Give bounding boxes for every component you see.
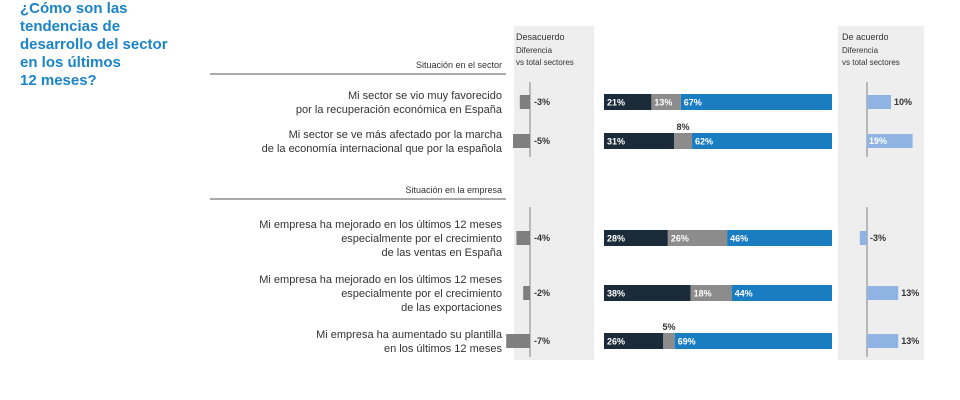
desacuerdo-segment [604, 230, 668, 246]
question-text-line: especialmente por el crecimiento [341, 233, 502, 245]
desacuerdo-diff-label: -4% [534, 233, 550, 243]
acuerdo-segment [674, 333, 832, 349]
question-text-line: de la economía internacional que por la … [262, 143, 503, 155]
question-text-line: Mi sector se ve más afectado por la marc… [289, 129, 503, 141]
acuerdo-diff-bar [867, 334, 899, 348]
acuerdo-segment-label: 67% [684, 98, 702, 108]
acuerdo-diff-label: 10% [894, 97, 912, 107]
acuerdo-segment-label: 69% [678, 337, 696, 347]
desacuerdo-segment [604, 133, 674, 149]
neutral-segment [667, 230, 728, 246]
neutral-segment [663, 333, 675, 349]
chart-title: ¿Cómo son las tendencias de desarrollo d… [20, 0, 168, 89]
desacuerdo-diff-bar [513, 134, 530, 148]
desacuerdo-diff-bar [519, 95, 530, 109]
question-text-line: por la recuperación económica en España [296, 104, 503, 116]
neutral-segment [651, 94, 681, 110]
question-text-line: de las ventas en España [382, 247, 503, 259]
desacuerdo-diff-bar [506, 334, 530, 348]
acuerdo-diff-bar [859, 231, 867, 245]
desacuerdo-segment-label: 31% [607, 137, 625, 147]
acuerdo-segment [727, 230, 832, 246]
desacuerdo-panel [514, 26, 594, 360]
neutral-segment [673, 133, 693, 149]
desacuerdo-subheader-1: Diferencia [516, 46, 553, 55]
desacuerdo-segment [604, 333, 664, 349]
section-label: Situación en la empresa [405, 185, 502, 195]
desacuerdo-diff-label: -3% [534, 97, 550, 107]
neutral-segment-label: 26% [671, 234, 689, 244]
neutral-segment [690, 285, 732, 301]
desacuerdo-subheader-2: vs total sectores [516, 58, 574, 67]
question-text-line: Mi empresa ha aumentado su plantilla [316, 329, 503, 341]
acuerdo-segment-label: 46% [730, 234, 748, 244]
acuerdo-segment-label: 62% [695, 137, 713, 147]
desacuerdo-diff-label: -5% [534, 136, 550, 146]
desacuerdo-diff-bar [516, 231, 530, 245]
desacuerdo-segment [604, 94, 652, 110]
acuerdo-segment [692, 133, 832, 149]
question-text-line: especialmente por el crecimiento [341, 288, 502, 300]
acuerdo-segment [731, 285, 832, 301]
section-label: Situación en el sector [416, 60, 502, 70]
desacuerdo-segment-label: 38% [607, 289, 625, 299]
desacuerdo-diff-label: -2% [534, 288, 550, 298]
question-text-line: Mi sector se vio muy favorecido [348, 90, 502, 102]
acuerdo-segment [680, 94, 832, 110]
neutral-segment-label: 13% [654, 98, 672, 108]
neutral-segment-label: 5% [662, 322, 675, 332]
desacuerdo-header: Desacuerdo [516, 32, 565, 42]
acuerdo-header: De acuerdo [842, 32, 889, 42]
acuerdo-subheader-1: Diferencia [842, 46, 879, 55]
desacuerdo-diff-label: -7% [534, 336, 550, 346]
acuerdo-diff-bar [867, 134, 913, 148]
desacuerdo-segment-label: 21% [607, 98, 625, 108]
desacuerdo-segment-label: 28% [607, 234, 625, 244]
desacuerdo-segment [604, 285, 691, 301]
desacuerdo-diff-bar [523, 286, 530, 300]
acuerdo-diff-label: 13% [901, 288, 919, 298]
acuerdo-panel [838, 26, 924, 360]
question-text-line: en los últimos 12 meses [384, 343, 502, 355]
acuerdo-diff-bar [867, 286, 899, 300]
acuerdo-segment-label: 44% [735, 289, 753, 299]
acuerdo-diff-label: -3% [870, 233, 886, 243]
neutral-segment-label: 8% [677, 122, 690, 132]
desacuerdo-segment-label: 26% [607, 337, 625, 347]
question-text-line: de las exportaciones [401, 302, 502, 314]
acuerdo-diff-bar [867, 95, 891, 109]
neutral-segment-label: 18% [694, 289, 712, 299]
acuerdo-diff-label: 19% [869, 136, 887, 146]
question-text-line: Mi empresa ha mejorado en los últimos 12… [259, 274, 502, 286]
acuerdo-subheader-2: vs total sectores [842, 58, 900, 67]
question-text-line: Mi empresa ha mejorado en los últimos 12… [259, 219, 502, 231]
acuerdo-diff-label: 13% [901, 336, 919, 346]
